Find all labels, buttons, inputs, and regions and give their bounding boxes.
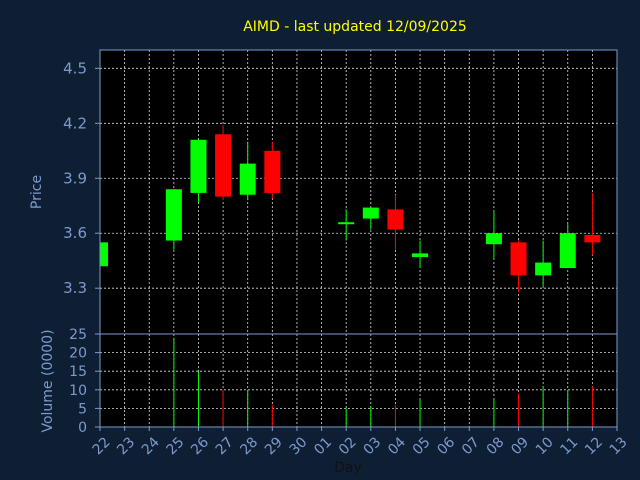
x-tick-label: 07 bbox=[459, 434, 483, 458]
x-tick-label: 28 bbox=[237, 434, 261, 458]
candle-body bbox=[387, 209, 404, 230]
volume-tick-label: 5 bbox=[78, 401, 87, 417]
x-tick-label: 30 bbox=[287, 434, 311, 458]
volume-tick-label: 20 bbox=[69, 346, 87, 362]
x-tick-label: 13 bbox=[607, 434, 631, 458]
volume-tick-label: 10 bbox=[69, 383, 87, 399]
chart-title: AIMD - last updated 12/09/2025 bbox=[243, 19, 467, 35]
candle-body bbox=[100, 242, 108, 267]
candle-body bbox=[362, 207, 379, 219]
x-tick-label: 29 bbox=[262, 434, 286, 458]
x-tick-label: 02 bbox=[336, 434, 360, 458]
volume-tick-label: 0 bbox=[78, 420, 87, 436]
candle-body bbox=[412, 253, 429, 258]
price-panel: 3.3 3.6 3.9 4.2 4.5 bbox=[63, 49, 618, 335]
x-tick-label: 08 bbox=[484, 434, 508, 458]
volume-tick-label: 25 bbox=[69, 327, 87, 343]
x-tick-label: 27 bbox=[213, 434, 237, 458]
x-axis-label: Day bbox=[334, 460, 362, 476]
x-tick-label: 05 bbox=[410, 434, 434, 458]
x-tick-label: 09 bbox=[508, 434, 532, 458]
candle-body bbox=[584, 235, 601, 243]
x-tick-label: 01 bbox=[311, 434, 335, 458]
x-tick-label: 22 bbox=[90, 434, 114, 458]
x-tick-label: 12 bbox=[582, 434, 606, 458]
price-axis-label: Price bbox=[29, 175, 45, 209]
volume-tick-label: 15 bbox=[69, 364, 87, 380]
price-tick-label: 3.3 bbox=[63, 279, 87, 297]
x-tick-label: 11 bbox=[557, 434, 581, 458]
candle-body bbox=[535, 262, 552, 276]
price-tick-label: 4.5 bbox=[63, 59, 87, 77]
x-tick-label: 04 bbox=[385, 434, 409, 458]
volume-axis-label: Volume (0000) bbox=[40, 329, 56, 432]
x-tick-label: 24 bbox=[139, 434, 163, 458]
x-tick-label: 23 bbox=[114, 434, 138, 458]
price-plot-area bbox=[100, 50, 617, 334]
candle-body bbox=[165, 189, 182, 241]
x-axis: 22 23 24 25 26 27 28 29 30 01 02 03 04 05 06 07 08 09 10 11… bbox=[90, 427, 631, 458]
volume-panel: 0 5 10 15 20 25 bbox=[69, 327, 618, 436]
price-tick-label: 3.9 bbox=[63, 169, 87, 187]
candle-body bbox=[338, 222, 355, 225]
candle-body bbox=[264, 150, 281, 193]
candle-body bbox=[239, 163, 256, 195]
volume-plot-area bbox=[100, 334, 617, 427]
x-tick-label: 06 bbox=[434, 434, 458, 458]
price-tick-label: 3.6 bbox=[63, 224, 87, 242]
x-tick-label: 10 bbox=[533, 434, 557, 458]
x-tick-label: 26 bbox=[188, 434, 212, 458]
candle-body bbox=[510, 242, 527, 276]
volume-frame bbox=[99, 333, 618, 428]
candle-body bbox=[190, 139, 207, 193]
x-tick-label: 25 bbox=[164, 434, 188, 458]
candle-body bbox=[559, 233, 576, 269]
candle-body bbox=[485, 233, 502, 245]
x-tick-label: 03 bbox=[361, 434, 385, 458]
candle-body bbox=[215, 134, 232, 197]
price-tick-label: 4.2 bbox=[63, 114, 87, 132]
